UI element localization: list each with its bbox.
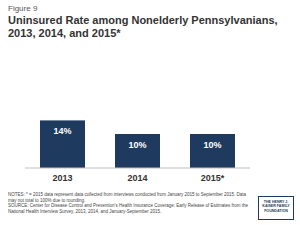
chart: 14% 2013 10% 2014 10% 2015* bbox=[0, 0, 300, 225]
figure-label: Figure 9 bbox=[8, 4, 37, 13]
logo: THE HENRY J. KAISER FAMILY FOUNDATION bbox=[258, 196, 294, 220]
bar bbox=[115, 134, 160, 168]
data-label: 14% bbox=[53, 126, 71, 136]
bar bbox=[40, 120, 85, 168]
x-tick-label: 2013 bbox=[52, 173, 72, 183]
bars bbox=[40, 120, 235, 168]
notes-block: NOTES: * = 2015 data represent data coll… bbox=[8, 192, 248, 214]
title: Uninsured Rate among Nonelderly Pennsylv… bbox=[8, 14, 278, 40]
source: SOURCE: Center for Disease Control and P… bbox=[8, 203, 248, 214]
data-label: 10% bbox=[128, 140, 146, 150]
x-tick-label: 2015* bbox=[201, 173, 225, 183]
x-tick-label: 2014 bbox=[127, 173, 147, 183]
notes: NOTES: * = 2015 data represent data coll… bbox=[8, 192, 248, 203]
x-axis bbox=[25, 168, 250, 169]
data-label: 10% bbox=[203, 140, 221, 150]
bar bbox=[190, 134, 235, 168]
